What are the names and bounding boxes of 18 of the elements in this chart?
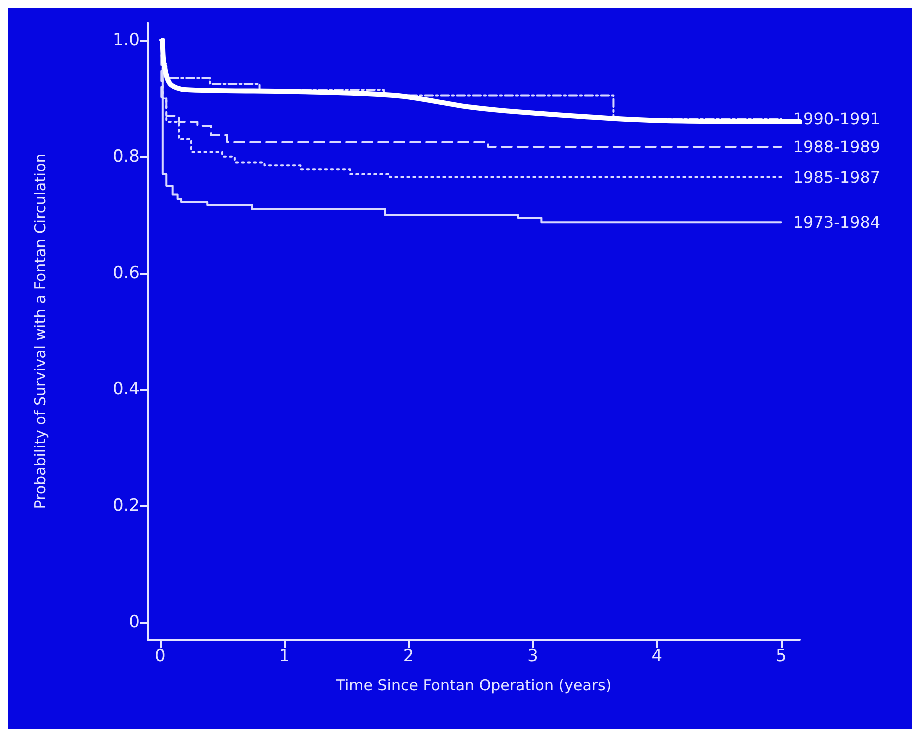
series-label: 1973-1984 [793,213,881,232]
y-tick-label: 1.0 [112,30,140,50]
series-label: 1985-1987 [793,168,881,187]
x-tick-label: 3 [528,646,538,666]
x-tick-label: 4 [652,646,663,666]
series-label: 1988-1989 [793,137,881,156]
y-tick-label: 0.2 [112,496,140,516]
x-axis-title: Time Since Fontan Operation (years) [335,676,612,694]
y-tick-label: 0 [129,612,140,633]
series-label: 1990-1991 [793,110,881,129]
y-axis-title: Probability of Survival with a Fontan Circulation [32,154,50,510]
x-tick-label: 2 [403,646,414,666]
x-tick-label: 5 [776,646,787,666]
y-tick-label: 0.8 [112,146,140,167]
y-tick-label: 0.4 [112,380,140,400]
x-tick-label: 1 [279,646,290,666]
x-tick-label: 0 [155,646,166,666]
y-tick-label: 0.6 [112,263,140,284]
